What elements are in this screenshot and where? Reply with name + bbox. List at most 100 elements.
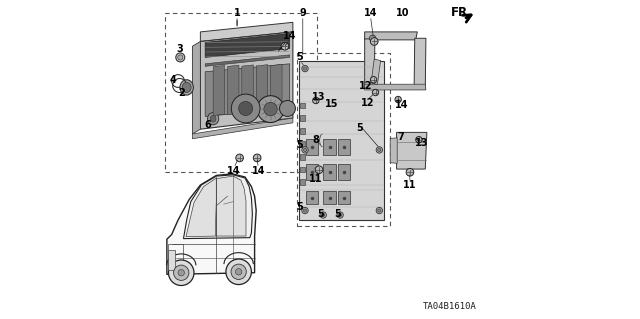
Circle shape: [313, 97, 319, 104]
Polygon shape: [205, 55, 290, 66]
Circle shape: [226, 259, 252, 285]
Polygon shape: [205, 33, 290, 57]
Polygon shape: [193, 41, 200, 134]
Circle shape: [176, 53, 185, 62]
Bar: [300, 128, 305, 134]
Text: 13: 13: [415, 138, 429, 148]
Circle shape: [231, 94, 260, 123]
Circle shape: [372, 89, 379, 96]
Circle shape: [371, 38, 378, 45]
Bar: [323, 139, 336, 155]
Polygon shape: [414, 38, 426, 89]
Polygon shape: [216, 176, 246, 236]
Circle shape: [178, 55, 183, 60]
Text: 3: 3: [176, 44, 183, 55]
Polygon shape: [200, 22, 293, 41]
Polygon shape: [256, 65, 268, 113]
Bar: [306, 191, 319, 204]
Circle shape: [371, 77, 377, 83]
Polygon shape: [371, 59, 381, 85]
Polygon shape: [242, 65, 253, 114]
Circle shape: [369, 35, 376, 41]
Text: 14: 14: [364, 8, 377, 18]
Ellipse shape: [211, 115, 216, 122]
Text: 12: 12: [360, 98, 374, 108]
Bar: [306, 139, 319, 155]
Circle shape: [376, 147, 383, 153]
Ellipse shape: [182, 82, 191, 93]
Polygon shape: [184, 175, 252, 239]
Polygon shape: [271, 64, 282, 112]
Polygon shape: [365, 32, 417, 40]
Circle shape: [303, 209, 307, 212]
Circle shape: [231, 264, 246, 279]
Polygon shape: [213, 65, 225, 115]
Circle shape: [378, 209, 381, 212]
Polygon shape: [205, 64, 290, 116]
Circle shape: [416, 137, 422, 143]
Text: 4: 4: [169, 75, 176, 85]
Text: 10: 10: [396, 8, 409, 18]
Text: 14: 14: [284, 31, 297, 41]
Polygon shape: [319, 115, 326, 169]
Bar: [337, 164, 350, 180]
Ellipse shape: [180, 80, 193, 95]
Circle shape: [302, 147, 308, 153]
Text: 14: 14: [395, 100, 408, 110]
Bar: [300, 154, 305, 160]
Circle shape: [320, 212, 326, 218]
Circle shape: [168, 260, 194, 286]
Polygon shape: [390, 138, 397, 163]
Circle shape: [264, 102, 277, 116]
Circle shape: [303, 148, 307, 152]
Circle shape: [178, 270, 184, 276]
Circle shape: [376, 207, 383, 214]
Circle shape: [303, 67, 307, 70]
Circle shape: [316, 166, 323, 174]
Bar: [297, 53, 390, 226]
Bar: [300, 141, 305, 147]
Bar: [168, 250, 175, 270]
Text: 11: 11: [403, 180, 417, 190]
Text: 1: 1: [234, 8, 241, 18]
Text: 9: 9: [300, 8, 306, 18]
Bar: [337, 191, 350, 204]
Circle shape: [302, 65, 308, 72]
Bar: [337, 139, 350, 155]
Circle shape: [339, 213, 342, 217]
Text: 2: 2: [179, 87, 185, 98]
Text: 12: 12: [359, 81, 372, 91]
Text: 5: 5: [356, 122, 363, 133]
Text: 7: 7: [397, 131, 404, 142]
Bar: [300, 115, 305, 121]
Text: 8: 8: [313, 135, 319, 145]
Circle shape: [281, 42, 289, 50]
Text: 11: 11: [309, 174, 323, 184]
Circle shape: [406, 168, 414, 176]
Circle shape: [395, 96, 401, 103]
Polygon shape: [193, 118, 293, 139]
Circle shape: [257, 96, 284, 122]
Polygon shape: [397, 132, 427, 169]
Polygon shape: [300, 61, 384, 220]
Circle shape: [337, 212, 343, 218]
Circle shape: [236, 269, 242, 275]
Text: 6: 6: [204, 120, 211, 130]
Bar: [306, 164, 319, 180]
Text: 5: 5: [335, 209, 341, 219]
Text: 5: 5: [296, 202, 303, 212]
Bar: [165, 13, 317, 172]
Text: 15: 15: [324, 99, 338, 109]
Text: 14: 14: [252, 166, 265, 176]
Bar: [323, 191, 336, 204]
Circle shape: [173, 265, 189, 280]
Bar: [300, 167, 305, 172]
Bar: [300, 103, 305, 108]
Polygon shape: [186, 178, 216, 237]
Circle shape: [378, 148, 381, 152]
Circle shape: [239, 101, 253, 115]
Text: 13: 13: [312, 92, 325, 102]
Ellipse shape: [207, 113, 219, 125]
Text: FR.: FR.: [451, 6, 473, 19]
Polygon shape: [200, 32, 293, 129]
